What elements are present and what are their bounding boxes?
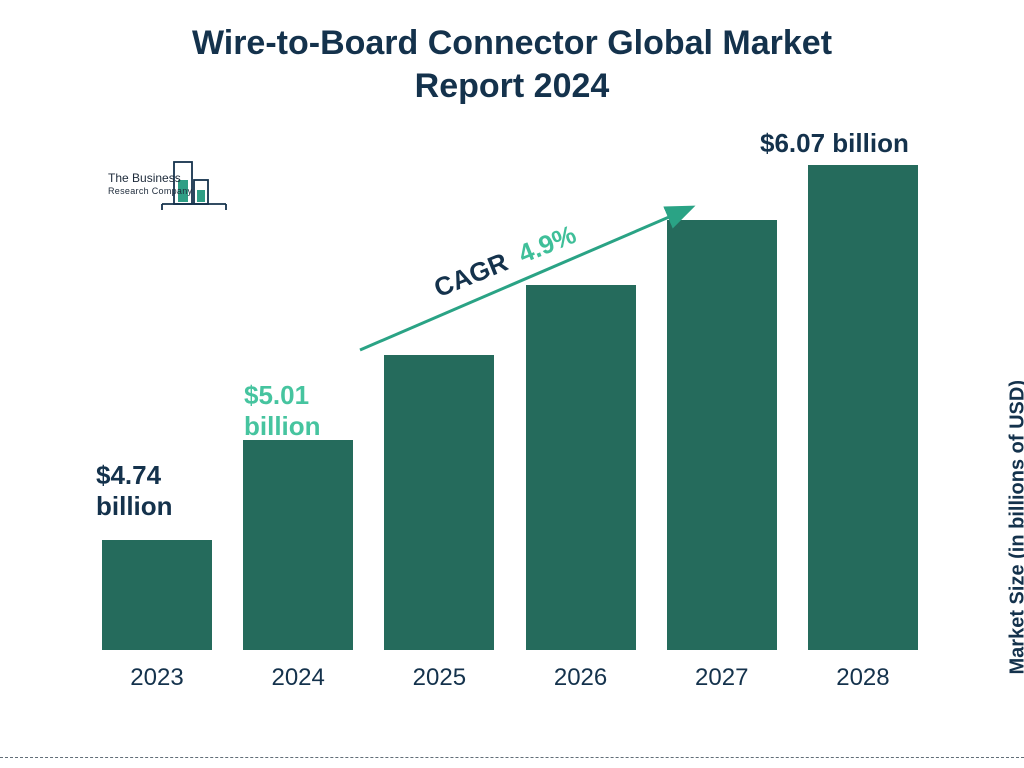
callout-2028-value: $6.07 billion	[760, 128, 909, 159]
callout-line2: billion	[244, 411, 321, 441]
footer-divider	[0, 757, 1024, 758]
bar-rect	[243, 440, 353, 650]
y-axis-label: Market Size (in billions of USD)	[1006, 380, 1024, 674]
xlabel: 2024	[243, 664, 353, 692]
page-title: Wire-to-Board Connector Global Market Re…	[0, 0, 1024, 107]
bar-2023	[102, 540, 212, 650]
callout-2023-value: $4.74 billion	[96, 460, 173, 522]
xlabel: 2023	[102, 664, 212, 692]
xlabel: 2026	[526, 664, 636, 692]
callout-line1: $4.74	[96, 460, 161, 490]
bar-rect	[526, 285, 636, 650]
bar-rect	[808, 165, 918, 650]
callout-line2: billion	[96, 491, 173, 521]
bar-chart: 2023 2024 2025 2026 2027 2028	[90, 140, 930, 700]
bar-2028	[808, 165, 918, 650]
bar-rect	[667, 220, 777, 650]
callout-2024-value: $5.01 billion	[244, 380, 321, 442]
callout-text: $6.07 billion	[760, 128, 909, 158]
bar-rect	[384, 355, 494, 650]
bar-2026	[526, 285, 636, 650]
xlabel: 2025	[384, 664, 494, 692]
bar-2024	[243, 440, 353, 650]
title-line2: Report 2024	[415, 67, 610, 105]
bar-2025	[384, 355, 494, 650]
x-axis-labels: 2023 2024 2025 2026 2027 2028	[90, 664, 930, 692]
xlabel: 2028	[808, 664, 918, 692]
xlabel: 2027	[667, 664, 777, 692]
callout-line1: $5.01	[244, 380, 309, 410]
title-line1: Wire-to-Board Connector Global Market	[192, 24, 832, 62]
bar-rect	[102, 540, 212, 650]
bar-2027	[667, 220, 777, 650]
bars-container	[90, 140, 930, 650]
